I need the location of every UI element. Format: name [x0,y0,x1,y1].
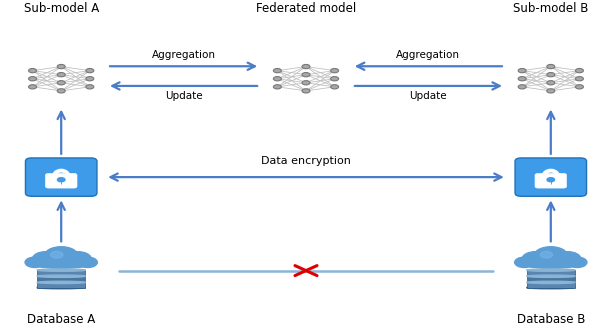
Circle shape [554,252,581,266]
Circle shape [302,72,310,77]
Circle shape [518,76,526,81]
Bar [526,282,575,288]
Circle shape [522,252,548,266]
Circle shape [65,252,91,266]
Text: Sub-model A: Sub-model A [24,2,99,15]
Circle shape [575,76,583,81]
Circle shape [58,81,65,85]
Ellipse shape [37,286,86,289]
Circle shape [86,69,94,73]
Text: Federated model: Federated model [256,2,356,15]
Ellipse shape [517,256,585,268]
Bar [37,270,86,275]
Circle shape [274,85,282,89]
Circle shape [45,247,78,265]
Circle shape [567,257,587,268]
FancyBboxPatch shape [26,158,97,196]
Ellipse shape [526,269,575,271]
Text: Aggregation: Aggregation [397,50,460,60]
FancyBboxPatch shape [535,173,567,188]
Circle shape [86,76,94,81]
Circle shape [547,81,555,85]
Circle shape [302,89,310,93]
Bar [526,270,575,275]
Circle shape [515,257,534,268]
Ellipse shape [37,281,86,284]
FancyBboxPatch shape [515,158,586,196]
Circle shape [547,72,555,77]
Text: Database A: Database A [27,313,95,326]
Circle shape [29,69,37,73]
FancyBboxPatch shape [45,173,77,188]
Circle shape [330,76,338,81]
Text: Update: Update [165,91,203,101]
Circle shape [330,85,338,89]
Ellipse shape [37,269,86,271]
Ellipse shape [37,275,86,277]
Circle shape [58,178,65,182]
Circle shape [274,69,282,73]
Text: Sub-model B: Sub-model B [513,2,589,15]
Circle shape [25,257,45,268]
Circle shape [29,85,37,89]
Bar [37,282,86,288]
Text: Aggregation: Aggregation [152,50,215,60]
Circle shape [78,257,97,268]
Circle shape [330,69,338,73]
Circle shape [274,76,282,81]
Circle shape [518,69,526,73]
Ellipse shape [526,275,575,277]
Circle shape [575,69,583,73]
Circle shape [32,252,59,266]
Circle shape [547,64,555,69]
Circle shape [58,64,65,69]
Text: Database B: Database B [517,313,585,326]
Circle shape [302,64,310,69]
Circle shape [58,72,65,77]
Circle shape [58,89,65,93]
Circle shape [540,252,553,258]
Circle shape [302,81,310,85]
Circle shape [86,85,94,89]
Ellipse shape [526,286,575,289]
Circle shape [547,178,554,182]
Circle shape [534,247,567,265]
Circle shape [51,252,63,258]
Circle shape [547,89,555,93]
Bar [37,276,86,281]
Ellipse shape [27,256,95,268]
Text: Update: Update [409,91,447,101]
Circle shape [518,85,526,89]
Ellipse shape [526,281,575,284]
Bar [526,276,575,281]
Text: Data encryption: Data encryption [261,156,351,166]
Circle shape [575,85,583,89]
Circle shape [29,76,37,81]
